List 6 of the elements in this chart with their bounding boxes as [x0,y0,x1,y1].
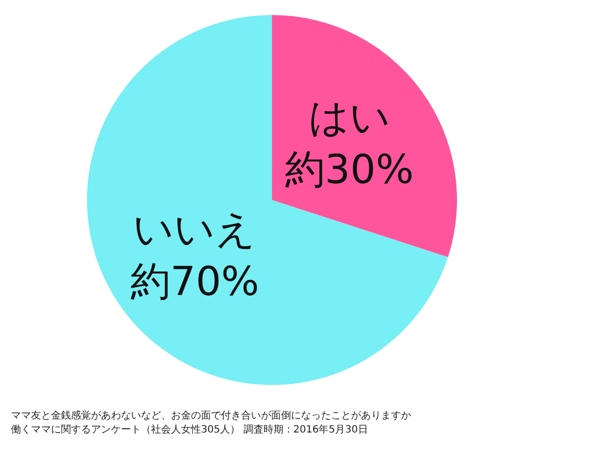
text: 働くママに関するアンケート（社会人女性305人） 調査時期：2016年5月30日 [11,424,368,436]
slice-label: いいえ [133,207,256,254]
data-label: 約30% [284,146,414,193]
data-label: 約70% [130,259,260,306]
slice-label: はい [308,94,390,141]
text: ママ友と金銭感覚があわないなど、お金の面で付き合いが面倒になったことがありますか [11,410,411,422]
